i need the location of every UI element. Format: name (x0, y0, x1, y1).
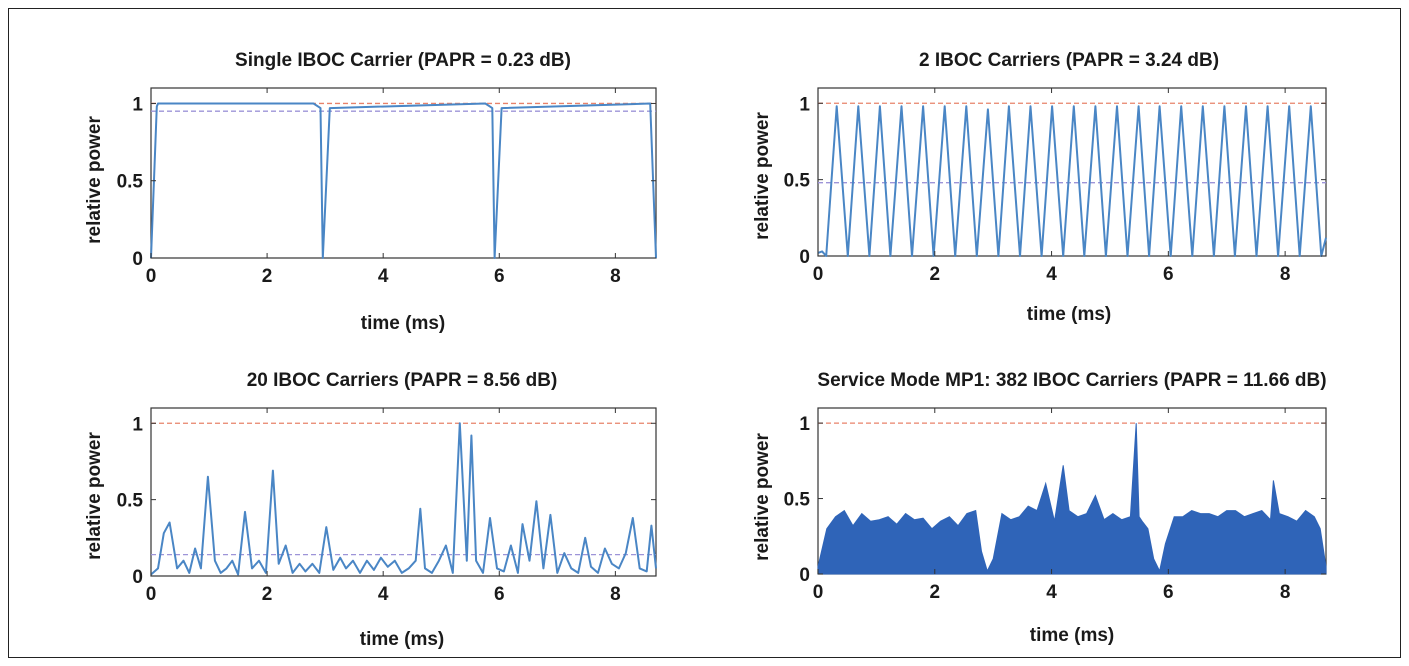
x-tick-label: 8 (1280, 582, 1291, 603)
x-tick-label: 2 (929, 264, 940, 285)
x-tick-label: 2 (929, 582, 940, 603)
x-tick-label: 0 (146, 584, 157, 605)
x-tick-label: 6 (494, 584, 505, 605)
x-tick-label: 2 (262, 584, 273, 605)
x-tick-label: 6 (1163, 264, 1174, 285)
series-0-area (817, 423, 1327, 575)
panel-1-xlabel: time (ms) (361, 313, 445, 334)
panel-4-title: Service Mode MP1: 382 IBOC Carriers (PAP… (817, 370, 1326, 391)
panel-2: 2 IBOC Carriers (PAPR = 3.24 dB) 0 2 4 6 800… (752, 50, 1327, 325)
series-0-line (150, 422, 657, 576)
x-tick-label: 4 (378, 584, 389, 605)
panel-1-ylabel: relative power (84, 116, 105, 244)
panel-4: Service Mode MP1: 382 IBOC Carriers (PAP… (752, 370, 1327, 646)
x-tick-label: 6 (494, 266, 505, 287)
y-tick-label: 0 (132, 249, 143, 270)
x-tick-label: 4 (378, 266, 389, 287)
x-tick-label: 8 (1280, 264, 1291, 285)
y-tick-label: 1 (799, 94, 810, 115)
panel-2-ylabel: relative power (752, 112, 773, 240)
series-0-line (817, 105, 1327, 257)
y-tick-label: 0 (799, 565, 810, 586)
x-tick-label: 0 (813, 582, 824, 603)
y-tick-label: 0.5 (117, 172, 144, 193)
x-tick-label: 0 (146, 266, 157, 287)
x-tick-label: 6 (1163, 582, 1174, 603)
panel-4-ylabel: relative power (752, 433, 773, 561)
panel-3-plot-area: 0 2 4 6 8 0 0.5 1 (117, 407, 657, 605)
x-tick-label: 0 (813, 264, 824, 285)
y-tick-label: 0.5 (784, 171, 811, 192)
plot-box (150, 407, 657, 577)
panel-1-title: Single IBOC Carrier (PAPR = 0.23 dB) (235, 50, 571, 71)
y-tick-label: 1 (132, 414, 143, 435)
panel-4-xlabel: time (ms) (1030, 625, 1114, 646)
x-tick-label: 8 (610, 584, 621, 605)
panel-3-title: 20 IBOC Carriers (PAPR = 8.56 dB) (247, 370, 558, 391)
plot-box (150, 87, 657, 259)
y-tick-label: 0.5 (117, 491, 144, 512)
panel-3-ylabel: relative power (84, 432, 105, 560)
panel-3-xlabel: time (ms) (360, 629, 444, 650)
series-0-line (150, 102, 657, 259)
panel-1: Single IBOC Carrier (PAPR = 0.23 dB) 0 2 4… (84, 50, 657, 334)
panel-2-title: 2 IBOC Carriers (PAPR = 3.24 dB) (919, 50, 1219, 71)
panel-3: 20 IBOC Carriers (PAPR = 8.56 dB) 0 2 4 6 80… (84, 370, 657, 650)
panel-4-plot-area: 0 2 4 6 8 0 0.5 1 (784, 407, 1327, 603)
y-tick-label: 1 (132, 94, 143, 115)
y-tick-label: 0 (132, 567, 143, 588)
x-tick-label: 2 (262, 266, 273, 287)
x-tick-label: 8 (610, 266, 621, 287)
y-tick-label: 0 (799, 247, 810, 268)
panel-1-plot-area: 0 2 4 6 8 0 0.5 1 (117, 87, 657, 287)
y-tick-label: 1 (799, 414, 810, 435)
x-tick-label: 4 (1046, 582, 1057, 603)
y-tick-label: 0.5 (784, 490, 811, 511)
figure-frame (8, 8, 1401, 658)
x-tick-label: 4 (1046, 264, 1057, 285)
panel-2-plot-area: 0 2 4 6 8 0 0.5 1 (784, 87, 1327, 285)
panel-2-xlabel: time (ms) (1027, 304, 1111, 325)
